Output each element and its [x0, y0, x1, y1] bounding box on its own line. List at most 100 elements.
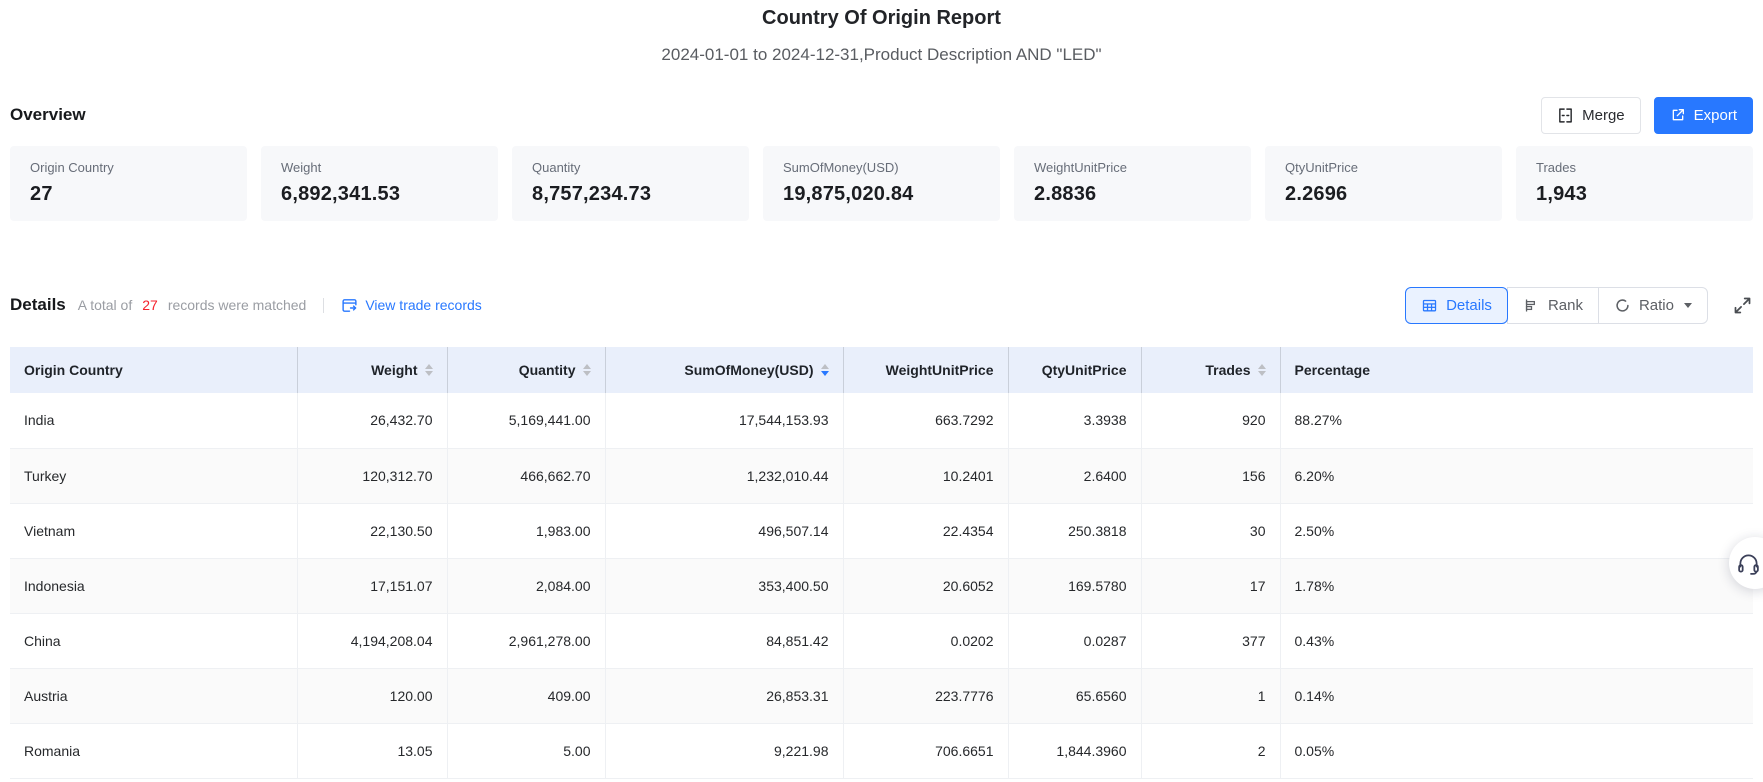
summary-suffix: records were matched	[168, 297, 307, 313]
window-arrow-icon	[341, 297, 358, 314]
column-label: Quantity	[519, 362, 576, 378]
sort-desc-icon	[583, 371, 591, 376]
cell-weight: 4,194,208.04	[297, 613, 447, 668]
table-row[interactable]: Austria 120.00 409.00 26,853.31 223.7776…	[10, 668, 1753, 723]
cell-percentage: 0.05%	[1280, 723, 1753, 778]
column-header-origin-country: Origin Country	[10, 347, 297, 393]
tab-details-label: Details	[1446, 297, 1492, 314]
tab-ratio[interactable]: Ratio	[1598, 287, 1708, 324]
cell-weight-unit-price: 706.6651	[843, 723, 1008, 778]
stat-card-qty-unit-price: QtyUnitPrice 2.2696	[1265, 146, 1502, 221]
cell-trades: 2	[1141, 723, 1280, 778]
cell-sum: 84,851.42	[605, 613, 843, 668]
column-header-quantity[interactable]: Quantity	[447, 347, 605, 393]
column-label: Weight	[371, 362, 417, 378]
top-actions: Merge Export	[1541, 97, 1753, 134]
cell-weight: 120.00	[297, 668, 447, 723]
table-row[interactable]: Romania 13.05 5.00 9,221.98 706.6651 1,8…	[10, 723, 1753, 778]
view-toggle-group: Details Rank Ratio	[1405, 287, 1708, 324]
cell-weight: 120,312.70	[297, 448, 447, 503]
cell-trades: 1	[1141, 668, 1280, 723]
vertical-divider	[323, 298, 324, 313]
sort-desc-icon	[1258, 371, 1266, 376]
cell-country: Indonesia	[10, 558, 297, 613]
sort-control[interactable]	[583, 364, 591, 376]
cell-quantity: 5.00	[447, 723, 605, 778]
table-header-row: Origin Country Weight Quantity SumOfMone…	[10, 347, 1753, 393]
cell-country: China	[10, 613, 297, 668]
stat-label: WeightUnitPrice	[1034, 160, 1231, 175]
table-row[interactable]: Turkey 120,312.70 466,662.70 1,232,010.4…	[10, 448, 1753, 503]
tab-details[interactable]: Details	[1405, 287, 1508, 324]
cell-weight-unit-price: 10.2401	[843, 448, 1008, 503]
cell-quantity: 2,084.00	[447, 558, 605, 613]
chevron-down-icon	[1684, 303, 1692, 308]
cell-country: Romania	[10, 723, 297, 778]
report-page: Country Of Origin Report 2024-01-01 to 2…	[0, 6, 1763, 779]
details-table: Origin Country Weight Quantity SumOfMone…	[10, 347, 1753, 779]
column-label: Origin Country	[24, 362, 123, 378]
report-subtitle: 2024-01-01 to 2024-12-31,Product Descrip…	[10, 44, 1753, 66]
cell-percentage: 0.14%	[1280, 668, 1753, 723]
cell-quantity: 466,662.70	[447, 448, 605, 503]
cell-qty-unit-price: 250.3818	[1008, 503, 1141, 558]
view-trade-records-link[interactable]: View trade records	[341, 297, 481, 314]
cell-weight-unit-price: 22.4354	[843, 503, 1008, 558]
stat-value: 27	[30, 183, 227, 206]
view-trade-records-label: View trade records	[365, 297, 481, 313]
cell-weight-unit-price: 20.6052	[843, 558, 1008, 613]
sort-asc-icon	[1258, 364, 1266, 369]
cell-quantity: 1,983.00	[447, 503, 605, 558]
details-heading: Details	[10, 295, 66, 315]
overview-header: Overview Merge Export	[10, 97, 1753, 133]
ring-icon	[1614, 297, 1631, 314]
export-button[interactable]: Export	[1654, 97, 1753, 134]
sort-asc-icon	[583, 364, 591, 369]
page-title: Country Of Origin Report	[10, 6, 1753, 30]
cell-trades: 377	[1141, 613, 1280, 668]
stat-label: QtyUnitPrice	[1285, 160, 1482, 175]
sort-control[interactable]	[821, 364, 829, 376]
table-row[interactable]: India 26,432.70 5,169,441.00 17,544,153.…	[10, 393, 1753, 448]
stat-value: 6,892,341.53	[281, 183, 478, 206]
cell-weight-unit-price: 0.0202	[843, 613, 1008, 668]
cell-qty-unit-price: 65.6560	[1008, 668, 1141, 723]
cell-weight: 22,130.50	[297, 503, 447, 558]
table-row[interactable]: China 4,194,208.04 2,961,278.00 84,851.4…	[10, 613, 1753, 668]
cell-sum: 9,221.98	[605, 723, 843, 778]
stat-card-sum-of-money: SumOfMoney(USD) 19,875,020.84	[763, 146, 1000, 221]
column-header-sum-of-money[interactable]: SumOfMoney(USD)	[605, 347, 843, 393]
overview-heading: Overview	[10, 105, 86, 125]
stat-value: 2.8836	[1034, 183, 1231, 206]
cell-percentage: 6.20%	[1280, 448, 1753, 503]
table-grid-icon	[1421, 297, 1438, 314]
sort-desc-icon	[425, 371, 433, 376]
cell-percentage: 88.27%	[1280, 393, 1753, 448]
cell-trades: 156	[1141, 448, 1280, 503]
column-header-weight[interactable]: Weight	[297, 347, 447, 393]
cell-trades: 30	[1141, 503, 1280, 558]
summary-prefix: A total of	[78, 297, 132, 313]
stat-value: 1,943	[1536, 183, 1733, 206]
fullscreen-button[interactable]	[1732, 295, 1753, 316]
column-header-trades[interactable]: Trades	[1141, 347, 1280, 393]
sort-asc-icon	[821, 364, 829, 369]
fullscreen-icon	[1732, 295, 1753, 316]
tab-ratio-label: Ratio	[1639, 297, 1674, 314]
table-row[interactable]: Indonesia 17,151.07 2,084.00 353,400.50 …	[10, 558, 1753, 613]
sort-control[interactable]	[425, 364, 433, 376]
tab-rank[interactable]: Rank	[1507, 287, 1599, 324]
stat-value: 8,757,234.73	[532, 183, 729, 206]
cell-percentage: 0.43%	[1280, 613, 1753, 668]
column-label: Percentage	[1295, 362, 1370, 378]
cell-quantity: 2,961,278.00	[447, 613, 605, 668]
merge-button[interactable]: Merge	[1541, 97, 1641, 134]
column-header-weight-unit-price: WeightUnitPrice	[843, 347, 1008, 393]
match-summary: A total of 27 records were matched	[78, 297, 307, 313]
stat-card-weight: Weight 6,892,341.53	[261, 146, 498, 221]
sort-control[interactable]	[1258, 364, 1266, 376]
column-header-qty-unit-price: QtyUnitPrice	[1008, 347, 1141, 393]
stat-label: Quantity	[532, 160, 729, 175]
cell-weight-unit-price: 223.7776	[843, 668, 1008, 723]
table-row[interactable]: Vietnam 22,130.50 1,983.00 496,507.14 22…	[10, 503, 1753, 558]
